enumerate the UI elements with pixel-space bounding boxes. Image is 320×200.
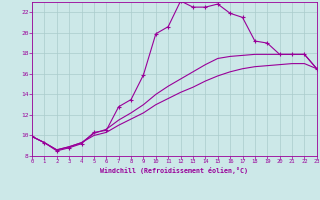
X-axis label: Windchill (Refroidissement éolien,°C): Windchill (Refroidissement éolien,°C) <box>100 167 248 174</box>
